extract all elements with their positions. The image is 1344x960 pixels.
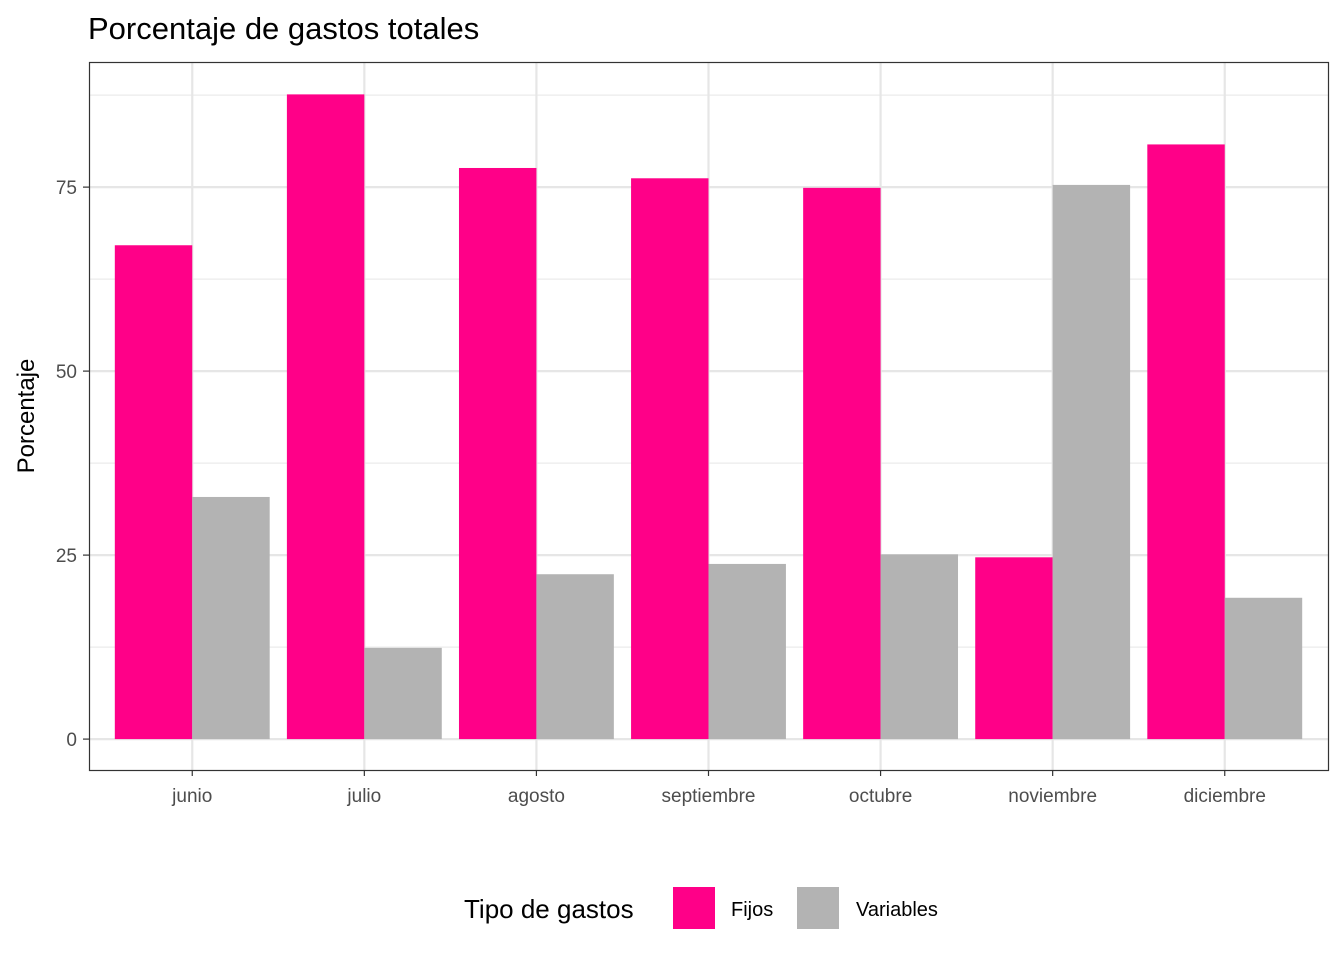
y-tick-label: 0 bbox=[66, 730, 77, 751]
bar-fijos-junio bbox=[114, 245, 193, 740]
legend-swatch-variables bbox=[797, 887, 839, 929]
bar-fijos-agosto bbox=[458, 167, 537, 740]
y-tick-label: 25 bbox=[56, 546, 77, 567]
x-tick-label: junio bbox=[171, 786, 212, 807]
legend: Tipo de gastos Fijos Variables bbox=[464, 887, 938, 929]
bar-variables-julio bbox=[364, 647, 442, 740]
y-axis-title: Porcentaje bbox=[13, 359, 40, 474]
bar-variables-septiembre bbox=[708, 563, 786, 740]
bar-variables-octubre bbox=[880, 554, 959, 740]
chart-title: Porcentaje de gastos totales bbox=[88, 11, 479, 46]
bar-fijos-diciembre bbox=[1147, 144, 1225, 740]
x-tick-label: octubre bbox=[849, 786, 912, 807]
bar-variables-noviembre bbox=[1052, 184, 1131, 740]
bars bbox=[114, 94, 1303, 740]
legend-label-fijos: Fijos bbox=[731, 899, 773, 921]
x-tick-label: diciembre bbox=[1184, 786, 1266, 807]
bar-variables-agosto bbox=[536, 574, 614, 740]
y-tick-label: 75 bbox=[56, 178, 77, 199]
x-axis: junio julio agosto septiembre octubre noviemb… bbox=[171, 770, 1266, 807]
legend-title: Tipo de gastos bbox=[464, 894, 634, 924]
bar-fijos-noviembre bbox=[975, 557, 1053, 740]
y-tick-label: 50 bbox=[56, 362, 77, 383]
x-tick-label: noviembre bbox=[1008, 786, 1097, 807]
bar-fijos-octubre bbox=[803, 187, 881, 740]
x-tick-label: agosto bbox=[508, 786, 565, 807]
y-axis: 0 25 50 75 bbox=[56, 178, 89, 751]
x-tick-label: septiembre bbox=[662, 786, 756, 807]
bar-fijos-julio bbox=[286, 94, 365, 740]
bar-variables-junio bbox=[192, 496, 270, 740]
bar-fijos-septiembre bbox=[631, 178, 709, 740]
bar-variables-diciembre bbox=[1224, 597, 1303, 740]
x-tick-label: julio bbox=[346, 786, 381, 807]
legend-swatch-fijos bbox=[673, 887, 715, 929]
legend-label-variables: Variables bbox=[856, 899, 938, 921]
